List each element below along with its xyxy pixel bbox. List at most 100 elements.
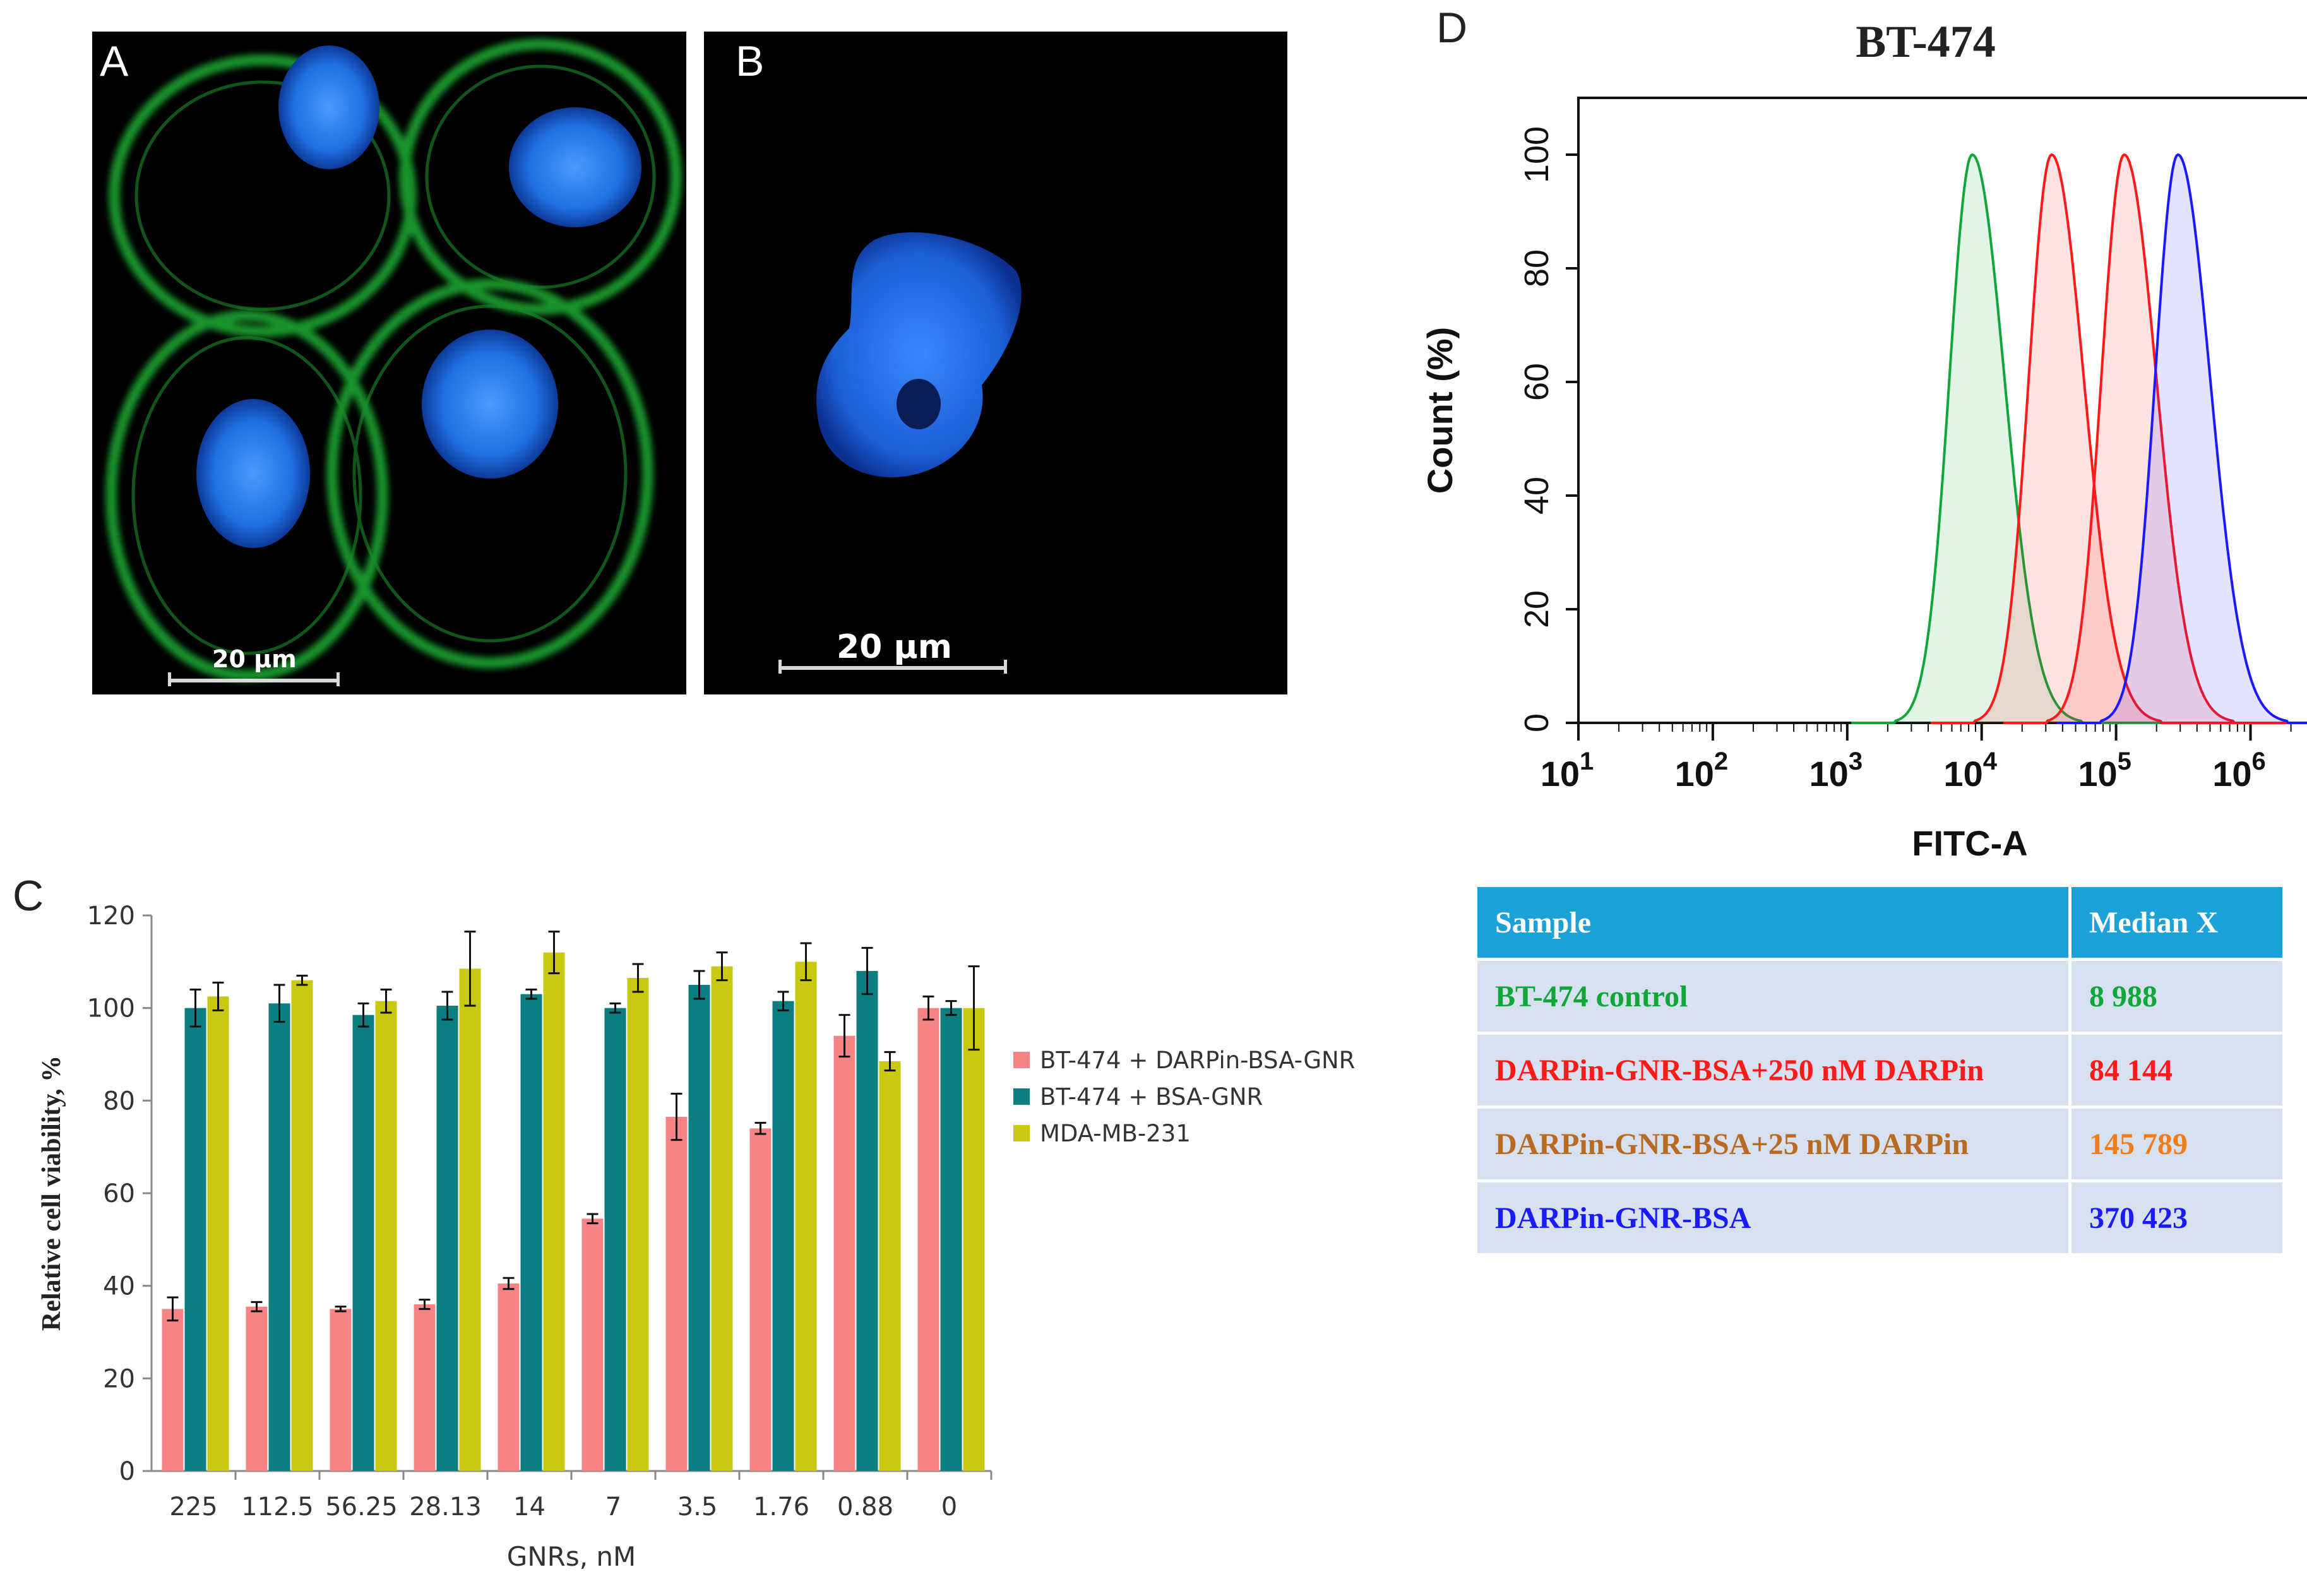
- chart-c-bar: [795, 962, 817, 1471]
- chart-c-bar: [268, 1003, 290, 1471]
- legend-swatch-bsa: [1013, 1088, 1030, 1105]
- median-table-value: 84 144: [2072, 1035, 2282, 1105]
- chart-c-y-tick-label: 40: [103, 1272, 135, 1301]
- chart-c-bar: [184, 1008, 206, 1471]
- chart-c-y-tick-label: 60: [103, 1179, 135, 1208]
- chart-c-bar: [459, 968, 481, 1471]
- chart-c-bar: [604, 1008, 626, 1471]
- panel-d-letter: D: [1436, 4, 1468, 52]
- scale-label-b: 20 µm: [837, 628, 952, 666]
- chart-d-x-axis-label: FITC-A: [1912, 823, 2028, 863]
- chart-c-legend: BT-474 + DARPin-BSA-GNR BT-474 + BSA-GNR…: [1013, 1042, 1355, 1152]
- chart-c-x-tick-label: 3.5: [677, 1492, 718, 1522]
- chart-c-bar: [414, 1304, 436, 1471]
- chart-d-title: BT-474: [1856, 16, 1996, 67]
- chart-d-y-tick-label: 80: [1518, 249, 1556, 287]
- micrograph-b-image: [816, 232, 1022, 477]
- chart-c-bar: [498, 1283, 520, 1471]
- chart-c-y-tick-label: 80: [103, 1087, 135, 1116]
- chart-d-series-fill: [2056, 155, 2307, 723]
- panel-b-letter: B: [736, 37, 765, 85]
- median-table-row: DARPin-GNR-BSA+250 nM DARPin 84 144: [1477, 1035, 2282, 1105]
- chart-c-bar: [856, 971, 878, 1471]
- legend-item-bsa: BT-474 + BSA-GNR: [1013, 1078, 1355, 1115]
- chart-c-x-tick-label: 112.5: [241, 1492, 314, 1522]
- chart-c-bar: [543, 952, 565, 1471]
- median-table-value: 8 988: [2072, 961, 2282, 1032]
- chart-c-y-tick-label: 120: [87, 902, 135, 931]
- scale-bar-b: [778, 660, 1007, 674]
- chart-d: 020406080100101102103104105106107.2FITC-…: [1421, 97, 2307, 863]
- chart-c-bar: [581, 1218, 604, 1471]
- median-table-sample: BT-474 control: [1477, 961, 2068, 1032]
- chart-c-bar: [330, 1309, 352, 1471]
- chart-c-bar: [352, 1015, 374, 1471]
- chart-d-x-tick-label: 103: [1809, 747, 1863, 794]
- chart-c-y-axis-label: Relative cell viability, %: [37, 1056, 66, 1331]
- chart-c-x-tick-label: 14: [513, 1492, 545, 1522]
- legend-label-bsa: BT-474 + BSA-GNR: [1040, 1083, 1263, 1111]
- chart-d-x-tick-label: 102: [1675, 747, 1729, 794]
- chart-c-x-tick-label: 0.88: [837, 1492, 893, 1522]
- chart-c-bar: [291, 980, 313, 1471]
- chart-c-bar: [963, 1008, 985, 1471]
- legend-item-mda: MDA-MB-231: [1013, 1115, 1355, 1152]
- chart-d-series-fill: [1930, 155, 2240, 723]
- chart-c-bar: [772, 1001, 794, 1471]
- chart-d-y-tick-label: 20: [1518, 590, 1556, 628]
- chart-c-y-tick-label: 100: [87, 994, 135, 1023]
- median-table-value: 145 789: [2072, 1109, 2282, 1179]
- micrograph-a-image: [105, 39, 682, 681]
- chart-c-bar: [520, 994, 542, 1471]
- chart-d-series-line: [2056, 153, 2307, 724]
- chart-d-y-tick-label: 40: [1518, 477, 1556, 515]
- chart-d-series-line: [1930, 153, 2240, 724]
- chart-d-y-tick-label: 0: [1518, 713, 1556, 732]
- median-table-header: Sample Median X: [1477, 887, 2282, 958]
- chart-d-series-fill: [2003, 155, 2307, 723]
- chart-c-bar: [375, 1001, 397, 1471]
- chart-c-bar: [833, 1035, 855, 1471]
- chart-d-series-fill: [1851, 155, 2161, 723]
- median-table-header-sample: Sample: [1477, 887, 2068, 958]
- chart-d-frame: [1577, 97, 2307, 724]
- median-table-sample: DARPin-GNR-BSA: [1477, 1182, 2068, 1253]
- chart-c-y-tick-label: 20: [103, 1364, 135, 1393]
- chart-d-x-tick-label: 101: [1541, 747, 1594, 794]
- chart-c-bar: [711, 966, 733, 1471]
- chart-d-series-line: [2003, 153, 2307, 724]
- chart-c-bar: [246, 1306, 268, 1471]
- chart-c-y-tick-label: 0: [119, 1457, 135, 1486]
- scale-bar-a: [168, 672, 340, 686]
- chart-d-y-axis-label: Count (%): [1421, 327, 1460, 494]
- median-table-value: 370 423: [2072, 1182, 2282, 1253]
- chart-c-bar: [207, 996, 229, 1471]
- legend-item-darpin: BT-474 + DARPin-BSA-GNR: [1013, 1042, 1355, 1078]
- chart-c-x-axis-label: GNRs, nM: [507, 1541, 636, 1572]
- chart-c-x-tick-label: 7: [605, 1492, 621, 1522]
- legend-label-darpin: BT-474 + DARPin-BSA-GNR: [1040, 1046, 1356, 1074]
- chart-c: 0 20 40 60 80 100 120 225 112.5 56.25 28.13 14 7 3.5 1…: [37, 902, 993, 1572]
- median-table-sample: DARPin-GNR-BSA+250 nM DARPin: [1477, 1035, 2068, 1105]
- panel-c-letter: C: [13, 872, 44, 920]
- chart-c-x-tick-label: 28.13: [409, 1492, 482, 1522]
- chart-c-x-tick-label: 0: [941, 1492, 957, 1522]
- chart-d-y-tick-label: 100: [1518, 126, 1556, 183]
- median-table-row: DARPin-GNR-BSA+25 nM DARPin 145 789: [1477, 1109, 2282, 1179]
- panel-a-letter: A: [100, 37, 129, 85]
- chart-c-bar: [436, 1006, 458, 1471]
- chart-d-series-line: [1851, 153, 2161, 724]
- chart-c-x-tick-label: 56.25: [325, 1492, 398, 1522]
- legend-swatch-darpin: [1013, 1052, 1030, 1068]
- chart-c-bar: [665, 1117, 688, 1471]
- chart-c-bar: [879, 1061, 901, 1471]
- chart-d-y-tick-label: 60: [1518, 363, 1556, 401]
- median-table-header-median: Median X: [2072, 887, 2282, 958]
- legend-label-mda: MDA-MB-231: [1040, 1119, 1191, 1147]
- micrograph-b: B 20 µm: [704, 32, 1287, 694]
- median-table: Sample Median X BT-474 control 8 988 DARPi…: [1474, 884, 2286, 1256]
- chart-c-bar: [627, 978, 649, 1471]
- chart-c-bar: [749, 1128, 772, 1471]
- chart-c-x-tick-label: 1.76: [753, 1492, 809, 1522]
- chart-d-x-tick-label: 104: [1943, 747, 1997, 794]
